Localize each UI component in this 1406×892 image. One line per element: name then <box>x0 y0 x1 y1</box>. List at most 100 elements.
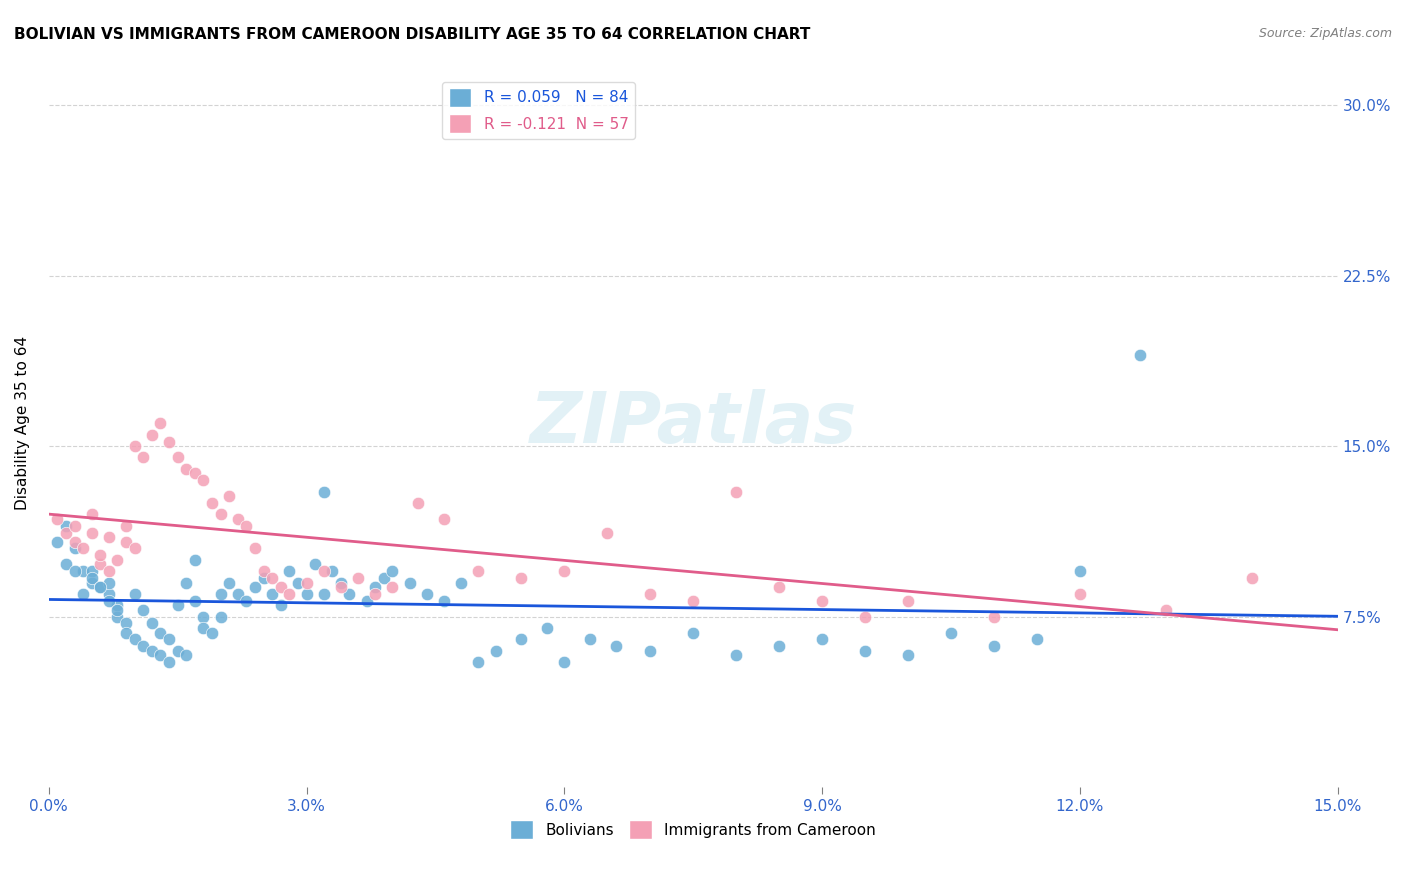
Point <box>157 632 180 647</box>
Point <box>72 587 94 601</box>
Point <box>510 571 533 585</box>
Point <box>184 593 207 607</box>
Point <box>72 564 94 578</box>
Point <box>149 417 172 431</box>
Point <box>115 616 138 631</box>
Point <box>1129 348 1152 362</box>
Point <box>97 564 120 578</box>
Point <box>63 541 86 556</box>
Point <box>467 655 489 669</box>
Text: Source: ZipAtlas.com: Source: ZipAtlas.com <box>1258 27 1392 40</box>
Point <box>193 609 215 624</box>
Point <box>252 564 274 578</box>
Point <box>347 571 370 585</box>
Point <box>55 518 77 533</box>
Point <box>939 625 962 640</box>
Point <box>218 575 240 590</box>
Point <box>356 593 378 607</box>
Point <box>433 512 456 526</box>
Point <box>897 593 920 607</box>
Text: BOLIVIAN VS IMMIGRANTS FROM CAMEROON DISABILITY AGE 35 TO 64 CORRELATION CHART: BOLIVIAN VS IMMIGRANTS FROM CAMEROON DIS… <box>14 27 810 42</box>
Point <box>55 558 77 572</box>
Legend: Bolivians, Immigrants from Cameroon: Bolivians, Immigrants from Cameroon <box>505 814 883 845</box>
Point <box>811 593 834 607</box>
Point <box>141 427 163 442</box>
Point <box>312 587 335 601</box>
Text: ZIPatlas: ZIPatlas <box>530 389 856 458</box>
Point <box>184 467 207 481</box>
Point <box>107 599 129 613</box>
Point <box>1240 571 1263 585</box>
Point <box>80 575 103 590</box>
Point <box>89 548 111 562</box>
Point <box>596 525 619 540</box>
Point <box>124 632 146 647</box>
Point <box>166 644 188 658</box>
Point <box>312 564 335 578</box>
Point <box>1025 632 1047 647</box>
Point <box>278 587 301 601</box>
Point <box>124 439 146 453</box>
Point <box>536 621 558 635</box>
Point <box>193 473 215 487</box>
Point <box>381 564 404 578</box>
Point <box>97 575 120 590</box>
Point <box>89 580 111 594</box>
Point <box>450 575 472 590</box>
Point <box>132 603 155 617</box>
Point <box>46 512 69 526</box>
Point <box>897 648 920 663</box>
Point <box>682 625 704 640</box>
Point <box>406 496 429 510</box>
Point <box>107 609 129 624</box>
Point <box>381 580 404 594</box>
Point <box>243 541 266 556</box>
Point <box>605 639 627 653</box>
Point <box>262 587 284 601</box>
Point <box>768 580 790 594</box>
Point <box>339 587 361 601</box>
Point <box>107 553 129 567</box>
Point <box>983 639 1005 653</box>
Point <box>97 593 120 607</box>
Point <box>115 518 138 533</box>
Point <box>467 564 489 578</box>
Point <box>398 575 420 590</box>
Point <box>270 580 292 594</box>
Point <box>89 580 111 594</box>
Point <box>416 587 439 601</box>
Point <box>278 564 301 578</box>
Point <box>983 609 1005 624</box>
Point <box>262 571 284 585</box>
Point <box>201 625 224 640</box>
Point <box>174 462 197 476</box>
Point <box>80 571 103 585</box>
Point <box>638 644 661 658</box>
Point <box>209 609 232 624</box>
Point <box>304 558 326 572</box>
Point <box>1069 587 1091 601</box>
Point <box>510 632 533 647</box>
Point <box>252 571 274 585</box>
Point <box>97 530 120 544</box>
Point <box>226 512 249 526</box>
Point <box>768 639 790 653</box>
Point <box>235 593 257 607</box>
Point <box>132 450 155 465</box>
Point <box>193 621 215 635</box>
Point <box>80 508 103 522</box>
Point <box>174 648 197 663</box>
Point <box>329 580 352 594</box>
Point <box>433 593 456 607</box>
Point <box>725 648 748 663</box>
Point <box>853 644 876 658</box>
Point <box>321 564 343 578</box>
Point <box>46 534 69 549</box>
Point <box>201 496 224 510</box>
Point <box>811 632 834 647</box>
Point <box>579 632 602 647</box>
Point <box>218 489 240 503</box>
Point <box>682 593 704 607</box>
Point <box>80 525 103 540</box>
Point <box>287 575 309 590</box>
